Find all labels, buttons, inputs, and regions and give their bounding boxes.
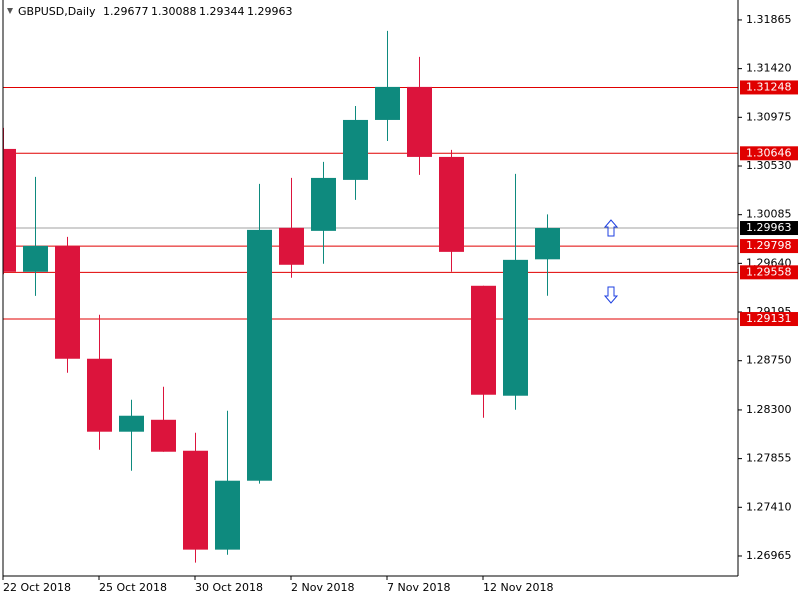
candle-body xyxy=(407,86,432,157)
y-tick-label: 1.27855 xyxy=(746,452,792,465)
x-tick-label: 22 Oct 2018 xyxy=(3,581,71,594)
x-tick-label: 25 Oct 2018 xyxy=(99,581,167,594)
level-label: 1.31248 xyxy=(746,80,792,93)
candle-body xyxy=(439,156,464,252)
candle-body xyxy=(471,285,496,395)
level-label-box xyxy=(740,146,798,161)
candle-body xyxy=(215,480,240,550)
candle-body xyxy=(183,450,208,550)
level-label: 1.29131 xyxy=(746,312,792,325)
chart-title: GBPUSD,Daily xyxy=(18,5,96,18)
header-low: 1.29344 xyxy=(199,5,245,18)
y-tick-label: 1.30530 xyxy=(746,159,792,172)
price-label: 1.29963 xyxy=(746,221,792,234)
y-tick-label: 1.27410 xyxy=(746,500,792,513)
plot-area xyxy=(3,30,738,563)
x-tick-label: 2 Nov 2018 xyxy=(291,581,354,594)
candle-body xyxy=(311,177,336,231)
candle-body xyxy=(55,245,80,359)
candle-body xyxy=(503,259,528,396)
level-label-box xyxy=(740,239,798,254)
header-icon xyxy=(7,8,13,14)
header: GBPUSD,Daily 1.29677 1.30088 1.29344 1.2… xyxy=(7,5,293,18)
x-tick-label: 30 Oct 2018 xyxy=(195,581,263,594)
header-high: 1.30088 xyxy=(151,5,197,18)
candle-body xyxy=(247,229,272,481)
down-arrow xyxy=(603,286,619,304)
candle-body xyxy=(119,415,144,432)
header-close: 1.29963 xyxy=(247,5,293,18)
candle-body xyxy=(3,148,16,272)
y-tick-label: 1.28300 xyxy=(746,403,792,416)
level-label-box xyxy=(740,265,798,280)
x-tick-label: 12 Nov 2018 xyxy=(483,581,553,594)
y-tick-label: 1.26965 xyxy=(746,549,792,562)
level-label-box xyxy=(740,80,798,95)
level-label-box xyxy=(740,312,798,327)
candle-body xyxy=(279,227,304,265)
candle-body xyxy=(87,358,112,432)
price-label-box xyxy=(740,221,798,236)
candle-body xyxy=(151,419,176,452)
level-label: 1.29798 xyxy=(746,239,792,252)
candle-body xyxy=(343,119,368,180)
level-label: 1.30646 xyxy=(746,146,792,159)
up-arrow xyxy=(603,219,619,237)
y-tick-label: 1.30085 xyxy=(746,208,792,221)
y-tick-label: 1.31865 xyxy=(746,13,792,26)
header-open: 1.29677 xyxy=(103,5,149,18)
candle-body xyxy=(535,228,560,260)
x-tick-label: 7 Nov 2018 xyxy=(387,581,450,594)
candle-body xyxy=(375,86,400,120)
candle-body xyxy=(23,245,48,272)
level-label: 1.29558 xyxy=(746,265,792,278)
y-tick-label: 1.31420 xyxy=(746,62,792,75)
y-tick-label: 1.30975 xyxy=(746,110,792,123)
y-tick-label: 1.28750 xyxy=(746,354,792,367)
